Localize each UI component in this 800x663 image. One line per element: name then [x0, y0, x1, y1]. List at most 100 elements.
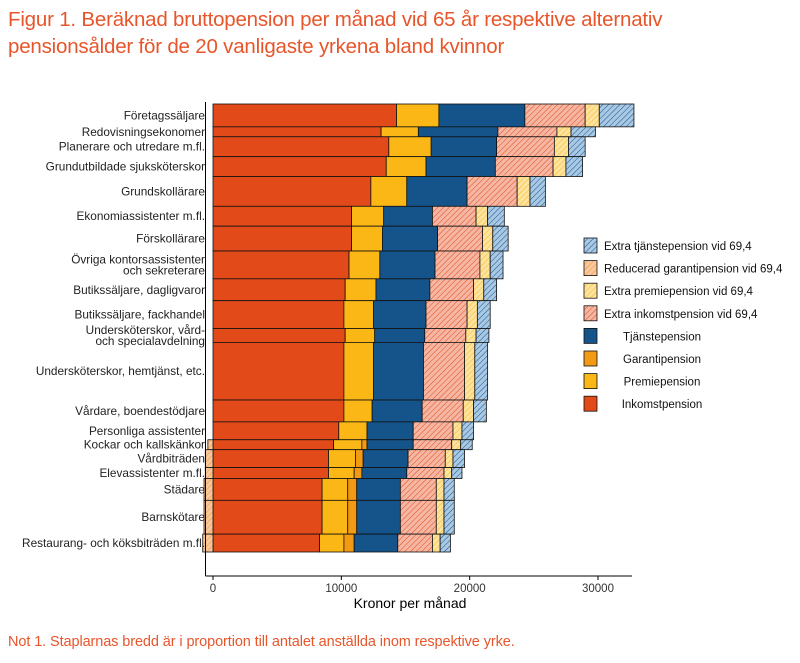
- bar-extra-inkomstpension-vid-69-4-6: [432, 205, 477, 227]
- bar-extra-tjanstepension-vid-69-4-11: [475, 328, 490, 343]
- category-label-14: Personliga assistenter: [89, 424, 205, 438]
- bar-premiepension-17: [328, 467, 355, 479]
- bar-extra-tjanstepension-vid-69-4-3: [568, 136, 586, 158]
- bar-extra-tjanstepension-vid-69-4-5: [529, 176, 546, 207]
- bar-extra-tjanstepension-vid-69-4-6: [487, 205, 505, 227]
- bar-tjanstepension-11: [374, 328, 426, 343]
- bar-extra-tjanstepension-vid-69-4-14: [461, 421, 474, 441]
- category-label-13: Vårdare, boendestödjare: [75, 404, 205, 418]
- category-label-12: Undersköterskor, hemtjänst, etc.: [36, 364, 205, 378]
- bar-premiepension-4: [385, 156, 427, 177]
- category-label-15: Kockar och kallskänkor: [84, 438, 205, 452]
- x-tick-label-3: 20000: [454, 583, 486, 595]
- bar-extra-premiepension-vid-69-4-5: [516, 176, 531, 207]
- bar-extra-inkomstpension-vid-69-4-14: [412, 421, 454, 441]
- bar-tjanstepension-9: [375, 278, 431, 302]
- bar-extra-premiepension-vid-69-4-10: [466, 300, 478, 329]
- bar-inkomstpension-17: [212, 467, 329, 479]
- legend-label-garantipension: Garantipension: [623, 354, 701, 366]
- bar-extra-premiepension-vid-69-4-3: [553, 136, 569, 158]
- bar-extra-inkomstpension-vid-69-4-12: [423, 341, 465, 401]
- bar-inkomstpension-9: [212, 278, 346, 302]
- bar-tjanstepension-12: [373, 341, 424, 401]
- bar-extra-tjanstepension-vid-69-4-7: [492, 225, 509, 252]
- bar-inkomstpension-19: [212, 499, 323, 535]
- figure-title: Figur 1. Beräknad bruttopension per måna…: [8, 8, 663, 58]
- bar-extra-premiepension-vid-69-4-7: [482, 225, 494, 252]
- bar-tjanstepension-17: [361, 467, 408, 479]
- bar-tjanstepension-6: [383, 205, 433, 227]
- legend-swatch-inkomstpension: [583, 395, 598, 412]
- bar-extra-inkomstpension-vid-69-4-4: [494, 156, 554, 177]
- legend-swatch-premiepension: [583, 373, 598, 390]
- x-tick-label-4: 30000: [582, 583, 614, 595]
- bar-inkomstpension-11: [212, 328, 346, 343]
- bar-extra-inkomstpension-vid-69-4-20: [397, 533, 433, 553]
- bar-inkomstpension-10: [212, 300, 345, 329]
- bar-extra-premiepension-vid-69-4-8: [479, 250, 491, 280]
- bar-extra-inkomstpension-vid-69-4-5: [466, 176, 518, 207]
- bar-extra-premiepension-vid-69-4-2: [556, 126, 572, 138]
- bar-extra-tjanstepension-vid-69-4-18: [443, 478, 455, 501]
- x-tick-label-2: 10000: [325, 583, 357, 595]
- bar-extra-tjanstepension-vid-69-4-9: [483, 278, 498, 302]
- bar-extra-inkomstpension-vid-69-4-3: [496, 136, 555, 158]
- bar-premiepension-5: [370, 176, 408, 207]
- legend-swatch-extra-premiepension-vid-69-4: [583, 282, 598, 299]
- bar-extra-inkomstpension-vid-69-4-10: [425, 300, 468, 329]
- bar-extra-tjanstepension-vid-69-4-17: [451, 467, 463, 479]
- bar-extra-inkomstpension-vid-69-4-8: [434, 250, 481, 280]
- bar-inkomstpension-6: [212, 205, 353, 227]
- bar-garantipension-15: [361, 439, 368, 451]
- bar-tjanstepension-14: [366, 421, 414, 441]
- bar-premiepension-3: [388, 136, 432, 158]
- bar-inkomstpension-12: [212, 341, 345, 401]
- bar-extra-premiepension-vid-69-4-20: [432, 533, 441, 553]
- bar-extra-premiepension-vid-69-4-16: [444, 449, 454, 468]
- bar-extra-tjanstepension-vid-69-4-16: [452, 449, 465, 468]
- bar-tjanstepension-18: [356, 478, 401, 501]
- bar-tjanstepension-20: [353, 533, 399, 553]
- bar-garantipension-20: [343, 533, 355, 553]
- bar-tjanstepension-2: [417, 126, 499, 138]
- bar-extra-premiepension-vid-69-4-1: [584, 103, 600, 128]
- x-tick-label-1: 0: [210, 583, 216, 595]
- bar-tjanstepension-13: [371, 399, 423, 423]
- bar-inkomstpension-8: [212, 250, 350, 280]
- bar-extra-premiepension-vid-69-4-19: [435, 499, 445, 535]
- bar-premiepension-18: [321, 478, 349, 501]
- bar-tjanstepension-5: [406, 176, 468, 207]
- bar-inkomstpension-5: [212, 176, 372, 207]
- bar-tjanstepension-15: [366, 439, 414, 451]
- x-ticks: 0 10000 20000 30000: [210, 576, 614, 595]
- bar-inkomstpension-1: [212, 103, 397, 128]
- bar-garantipension-17: [353, 467, 363, 479]
- legend-swatch-reducerad-garantipension-vid-69-4: [583, 260, 598, 277]
- category-label-18: Städare: [164, 482, 206, 496]
- bar-premiepension-8: [348, 250, 381, 280]
- category-label-9: Butikssäljare, dagligvaror: [73, 283, 205, 297]
- bar-inkomstpension-4: [212, 156, 387, 177]
- category-label-16: Vårdbiträden: [137, 452, 205, 466]
- bar-inkomstpension-2: [212, 126, 382, 138]
- legend-swatch-garantipension: [583, 350, 598, 367]
- bar-reducerad-garantipension-vid-69-4-17: [204, 467, 214, 479]
- bar-tjanstepension-7: [381, 225, 438, 252]
- bar-premiepension-2: [380, 126, 419, 138]
- bar-extra-inkomstpension-vid-69-4-19: [399, 499, 437, 535]
- bar-extra-inkomstpension-vid-69-4-11: [424, 328, 467, 343]
- category-label-20: Restaurang- och köksbiträden m.fl.: [22, 536, 205, 550]
- bar-extra-premiepension-vid-69-4-12: [464, 341, 476, 401]
- bar-extra-inkomstpension-vid-69-4-17: [406, 467, 445, 479]
- bar-tjanstepension-16: [362, 449, 409, 468]
- bar-garantipension-16: [355, 449, 364, 468]
- bar-extra-tjanstepension-vid-69-4-10: [476, 300, 491, 329]
- bar-premiepension-12: [343, 341, 374, 401]
- bar-extra-tjanstepension-vid-69-4-1: [598, 103, 635, 128]
- x-axis-label: Kronor per månad: [354, 595, 467, 611]
- bar-tjanstepension-4: [425, 156, 496, 177]
- bar-garantipension-18: [347, 478, 358, 501]
- bar-extra-premiepension-vid-69-4-17: [443, 467, 453, 479]
- category-label-5: Grundskollärare: [121, 184, 205, 198]
